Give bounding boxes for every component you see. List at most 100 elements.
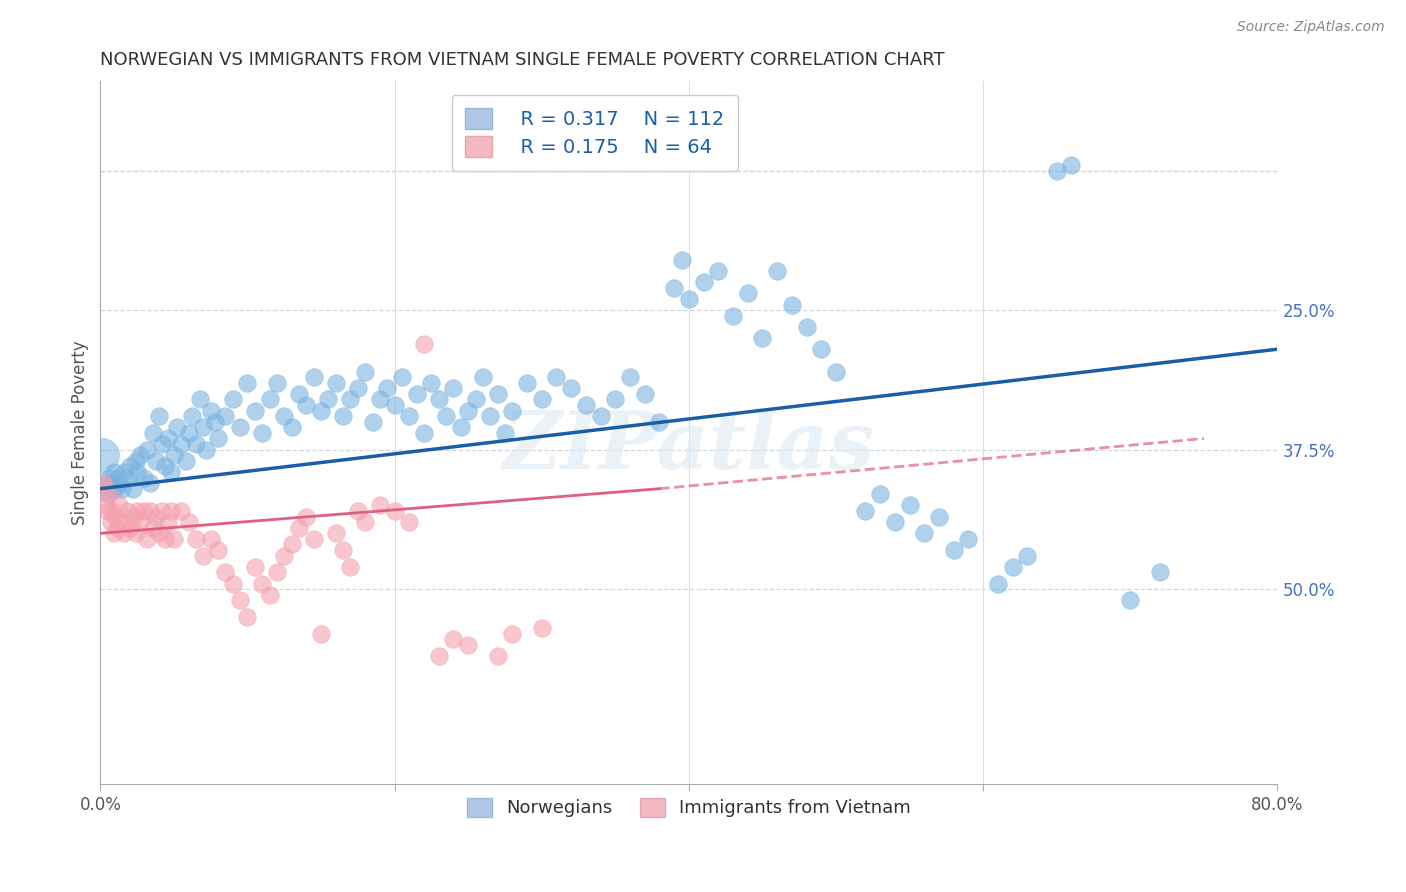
- Point: [347, 381, 370, 395]
- Point: [121, 482, 143, 496]
- Point: [347, 504, 370, 518]
- Point: [398, 409, 420, 424]
- Point: [288, 387, 311, 401]
- Point: [170, 504, 193, 518]
- Point: [288, 521, 311, 535]
- Point: [957, 532, 980, 546]
- Point: [200, 532, 222, 546]
- Point: [157, 432, 180, 446]
- Point: [605, 392, 627, 407]
- Point: [780, 297, 803, 311]
- Point: [214, 566, 236, 580]
- Point: [91, 476, 114, 491]
- Point: [619, 370, 641, 384]
- Point: [332, 409, 354, 424]
- Point: [118, 459, 141, 474]
- Point: [464, 392, 486, 407]
- Point: [163, 448, 186, 462]
- Point: [855, 504, 877, 518]
- Point: [243, 403, 266, 417]
- Point: [103, 526, 125, 541]
- Point: [589, 409, 612, 424]
- Point: [375, 381, 398, 395]
- Point: [112, 526, 135, 541]
- Point: [145, 454, 167, 468]
- Point: [796, 319, 818, 334]
- Point: [516, 376, 538, 390]
- Point: [207, 432, 229, 446]
- Point: [751, 331, 773, 345]
- Point: [250, 576, 273, 591]
- Point: [214, 409, 236, 424]
- Point: [662, 281, 685, 295]
- Point: [108, 499, 131, 513]
- Point: [142, 425, 165, 440]
- Point: [471, 370, 494, 384]
- Point: [898, 499, 921, 513]
- Point: [1001, 559, 1024, 574]
- Point: [170, 437, 193, 451]
- Point: [222, 392, 245, 407]
- Point: [339, 392, 361, 407]
- Point: [243, 559, 266, 574]
- Point: [100, 476, 122, 491]
- Point: [339, 559, 361, 574]
- Point: [127, 465, 149, 479]
- Point: [96, 476, 118, 491]
- Point: [368, 392, 391, 407]
- Point: [486, 649, 509, 664]
- Point: [530, 392, 553, 407]
- Point: [177, 425, 200, 440]
- Point: [1149, 566, 1171, 580]
- Point: [1046, 163, 1069, 178]
- Point: [825, 364, 848, 378]
- Point: [309, 403, 332, 417]
- Point: [190, 392, 212, 407]
- Point: [450, 420, 472, 434]
- Point: [101, 504, 124, 518]
- Point: [166, 420, 188, 434]
- Point: [111, 515, 134, 529]
- Point: [163, 532, 186, 546]
- Point: [486, 387, 509, 401]
- Point: [107, 470, 129, 484]
- Point: [721, 309, 744, 323]
- Point: [148, 526, 170, 541]
- Point: [546, 370, 568, 384]
- Point: [1017, 549, 1039, 563]
- Point: [139, 476, 162, 491]
- Point: [98, 470, 121, 484]
- Point: [457, 638, 479, 652]
- Point: [136, 532, 159, 546]
- Point: [427, 392, 450, 407]
- Point: [987, 576, 1010, 591]
- Point: [157, 515, 180, 529]
- Point: [101, 482, 124, 496]
- Point: [229, 593, 252, 607]
- Point: [97, 504, 120, 518]
- Point: [273, 549, 295, 563]
- Point: [420, 376, 443, 390]
- Point: [180, 409, 202, 424]
- Point: [928, 509, 950, 524]
- Point: [737, 286, 759, 301]
- Point: [184, 532, 207, 546]
- Point: [766, 264, 789, 278]
- Point: [200, 403, 222, 417]
- Point: [145, 509, 167, 524]
- Point: [129, 515, 152, 529]
- Point: [153, 532, 176, 546]
- Point: [259, 588, 281, 602]
- Point: [134, 470, 156, 484]
- Point: [361, 415, 384, 429]
- Point: [457, 403, 479, 417]
- Point: [295, 398, 318, 412]
- Text: ZIPatlas: ZIPatlas: [503, 409, 875, 486]
- Point: [177, 515, 200, 529]
- Legend: Norwegians, Immigrants from Vietnam: Norwegians, Immigrants from Vietnam: [460, 790, 918, 824]
- Point: [134, 504, 156, 518]
- Text: Source: ZipAtlas.com: Source: ZipAtlas.com: [1237, 20, 1385, 34]
- Point: [648, 415, 671, 429]
- Text: NORWEGIAN VS IMMIGRANTS FROM VIETNAM SINGLE FEMALE POVERTY CORRELATION CHART: NORWEGIAN VS IMMIGRANTS FROM VIETNAM SIN…: [100, 51, 945, 69]
- Point: [222, 576, 245, 591]
